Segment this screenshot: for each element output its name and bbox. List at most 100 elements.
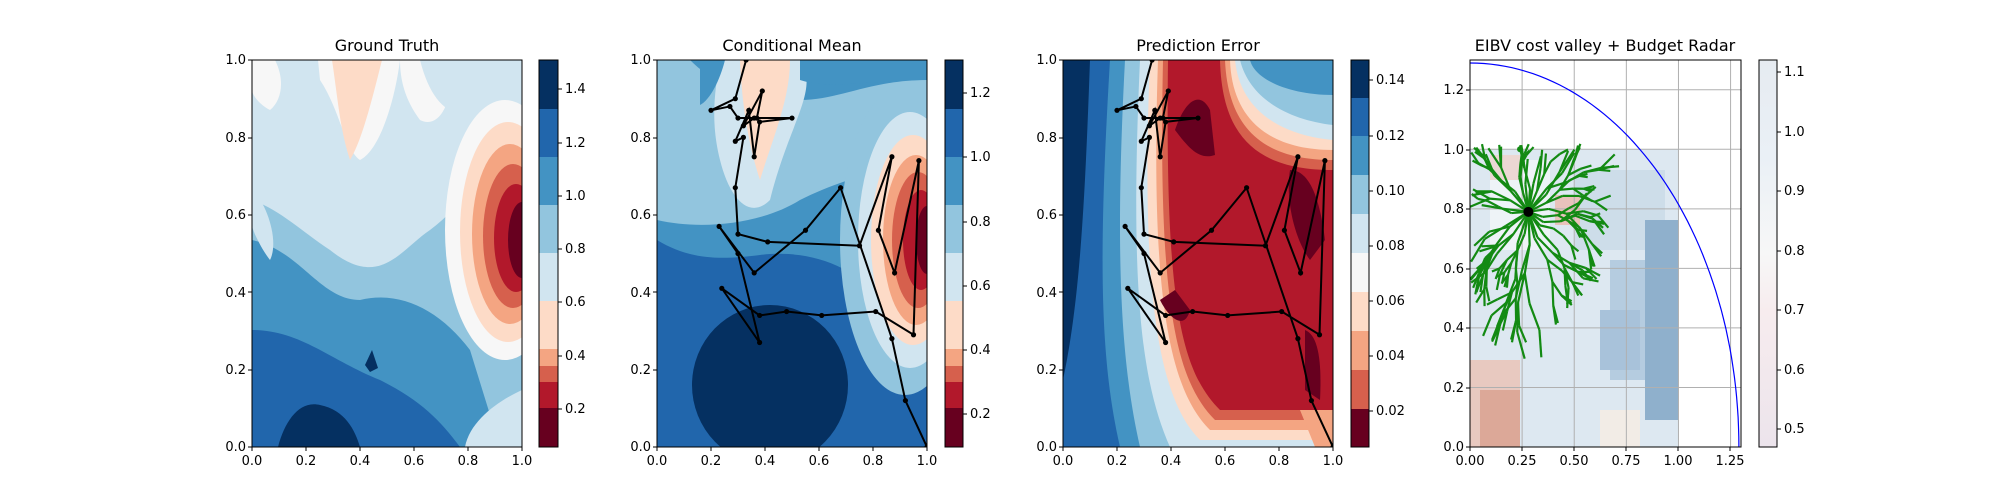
tree-edge [1559,187,1574,191]
tree-edge [1585,266,1601,277]
tree-edge [1521,152,1526,164]
title-conditional-mean: Conditional Mean [722,36,861,55]
ytick-label: 0.2 [1443,381,1464,396]
trajectory-point [819,312,825,319]
xtick-label: 0.75 [1612,454,1641,469]
trajectory-points [708,60,927,447]
title-eibv: EIBV cost valley + Budget Radar [1475,36,1736,55]
trajectory-point [732,96,738,102]
ytick-label: 1.0 [1443,143,1464,158]
trajectory-point [1171,239,1177,245]
trajectory-point [789,115,795,121]
xtick-label: 0.00 [1456,454,1485,469]
ytick-label: 0.2 [225,363,246,378]
tree-edge [1568,202,1580,210]
colorbar-tick: 0.6 [970,279,991,294]
colorbar-tick: 0.6 [565,295,586,310]
tree-edge [1567,220,1577,230]
tree-edge [1470,238,1486,263]
trajectory-point [1195,115,1201,121]
colorbar-tick: 0.4 [970,343,991,358]
colorbar-tick: 0.14 [1376,73,1405,88]
trajectory-point [1165,88,1171,94]
panel-prediction-error: Prediction Error 0.0 0.2 0.4 0.6 [1036,36,1343,469]
trajectory-point [1225,312,1231,319]
ytick-label: 0.4 [1443,321,1464,336]
colorbar-tick: 1.1 [1784,65,1805,80]
tree-edge [1546,258,1563,272]
colorbar-tick: 0.8 [1784,244,1805,259]
xtick-label: 0.6 [404,454,425,469]
xtick-label: 0.50 [1560,454,1589,469]
trajectory-point [1295,336,1301,342]
colorbar-eibv: 0.5 0.6 0.7 0.8 0.9 1.0 1.1 [1758,59,1805,448]
trajectory-point [732,185,738,191]
tree-edge [1489,197,1511,202]
trajectory-point [740,134,747,140]
tree-edge [1519,176,1525,193]
tree-edge [1600,153,1616,169]
tree-edge [1567,159,1576,176]
trajectory-point [1163,339,1169,346]
ytick-label: 1.0 [1036,53,1057,68]
trajectory-point [892,270,898,276]
tree-edge [1535,167,1542,192]
xtick-label: 0.4 [1161,454,1182,469]
trajectory-point [1114,107,1120,113]
tree-edge [1589,220,1604,224]
xtick-label: 1.0 [917,454,938,469]
tree-edge [1594,194,1612,203]
xtick-label: 0.8 [458,454,479,469]
xtick-label: 1.0 [1323,454,1344,469]
trajectory-point [802,227,809,233]
tree-edge [1587,249,1595,267]
panel-conditional-mean: Conditional Mean 0.0 0.2 0.4 [630,36,938,469]
colorbar-tick: 0.06 [1376,294,1405,309]
tree-edge [1473,230,1490,247]
tree-edge [1471,192,1479,200]
tree-edge [1510,320,1518,343]
xtick-label: 0.4 [755,454,776,469]
tree-edge [1577,212,1591,219]
tree-edge [1500,297,1517,317]
trajectory-point [1316,332,1323,338]
tree-edge [1545,172,1563,190]
trajectory-point [856,243,863,249]
ytick-label: 0.2 [630,363,651,378]
colorbar-tick: 0.08 [1376,239,1405,254]
trajectory-point [916,158,922,164]
tree-edge [1479,245,1496,253]
trajectory-point [1262,243,1269,249]
tree-edge [1498,259,1508,276]
tree-edge [1557,207,1570,217]
tree-edge [1516,273,1526,303]
tree-edge [1516,331,1526,359]
colorbar-ground-truth: 0.2 0.4 0.6 0.8 1.0 1.2 1.4 [538,59,586,448]
trajectory-point [902,397,909,404]
trajectory-point [732,138,738,144]
tree-edge [1520,244,1531,272]
trajectory-point [716,223,722,230]
tree-edge [1496,233,1515,255]
trajectory-point [727,103,733,110]
colorbar-tick: 1.0 [1784,125,1805,140]
eibv-xticks: 0.00 0.25 0.50 0.75 1.00 1.25 [1456,447,1744,469]
tree-edge [1577,271,1594,280]
trajectory-point [889,154,895,160]
tree-edge [1514,250,1519,269]
xtick-label: 0.2 [1107,454,1128,469]
tree-edge [1514,267,1519,284]
tree-edge [1487,147,1502,168]
tree-edge [1561,152,1576,174]
tree-edge [1578,228,1588,232]
trajectory-point [740,123,747,129]
trajectory-point [1281,227,1287,233]
trajectory-point [1160,115,1166,121]
tree-edge [1482,315,1493,337]
trajectory-point [1308,397,1314,404]
trajectory-point [1138,96,1144,102]
trajectory-point [1141,250,1147,257]
trajectory-point [1157,270,1163,276]
ytick-label: 0.0 [630,440,651,455]
ytick-label: 0.4 [630,286,651,301]
